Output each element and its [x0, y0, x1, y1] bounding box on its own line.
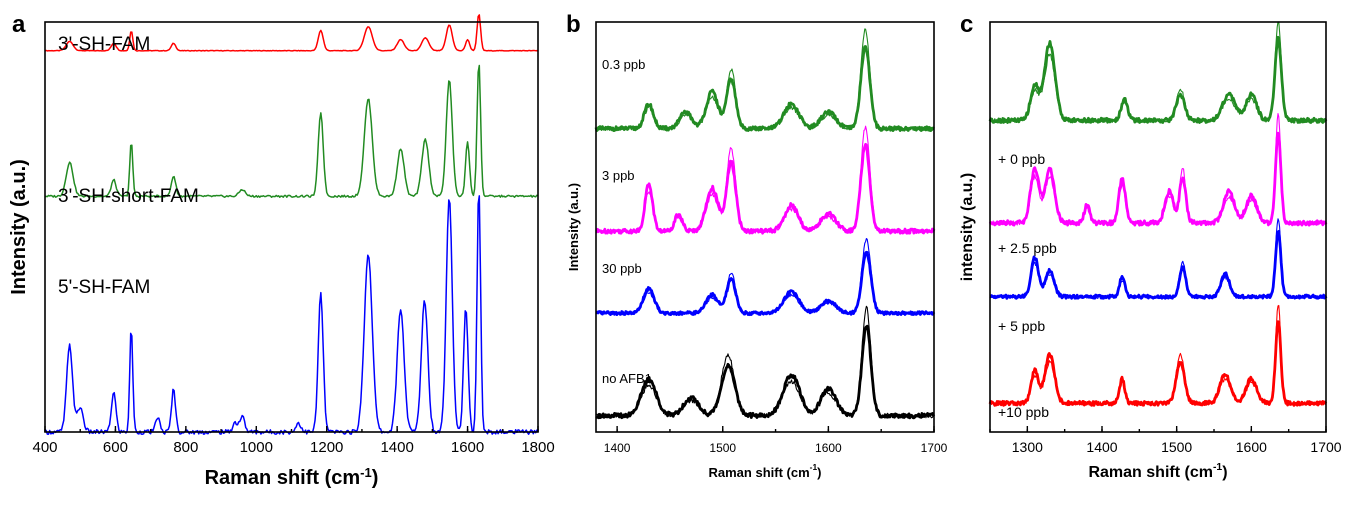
series-b-3-replicate: [595, 305, 935, 419]
x-tick-label: 1400: [1086, 439, 1117, 455]
series-b-2: [595, 250, 936, 317]
series-a-0: [44, 14, 539, 52]
x-tick-label: 1200: [310, 439, 343, 456]
x-axis-title-c: Raman shift (cm-1): [1088, 462, 1227, 481]
series-label: 3'-SH-short-FAM: [58, 186, 199, 207]
series-b-0-replicate: [595, 28, 935, 132]
y-axis-title-b: Intensity (a.u.): [566, 183, 581, 271]
series-label: + 0 ppb: [998, 151, 1045, 167]
series-label: 3 ppb: [602, 168, 635, 183]
x-tick-label: 800: [173, 439, 198, 456]
x-tick-label: 1800: [521, 439, 554, 456]
x-tick-label: 1600: [815, 441, 842, 455]
x-tick-label: 1500: [1161, 439, 1192, 455]
x-tick-label: 1000: [240, 439, 273, 456]
plot-frame-a: [44, 21, 539, 433]
series-b-1: [595, 142, 936, 235]
series-label: 30 ppb: [602, 261, 642, 276]
series-a-1: [44, 64, 539, 198]
series-c-2-replicate: [989, 218, 1327, 299]
series-c-0-replicate: [989, 21, 1327, 124]
y-axis-title-c: intensity (a.u.): [959, 173, 976, 281]
series-b-0: [594, 45, 936, 133]
panel-label-c: c: [960, 11, 973, 38]
panel-c: c + 0 ppb + 2.5 ppb + 5 ppb +10 ppb 1300 1400 1…: [959, 11, 1342, 481]
x-tick-label: 1700: [1310, 439, 1341, 455]
x-tick-label: 1300: [1012, 439, 1043, 455]
x-tick-label: 1600: [451, 439, 484, 456]
series-label: 3'-SH-FAM: [58, 34, 150, 55]
panel-b: b 0.3 ppb 3 ppb 30 ppb no AFB1 1400 1500 1600 17…: [566, 11, 948, 480]
plot-frame-c: [989, 21, 1327, 433]
x-axis-title-a: Raman shift (cm-1): [205, 465, 379, 489]
panel-label-a: a: [12, 11, 26, 38]
x-tick-label: 1500: [709, 441, 736, 455]
x-tick-label: 600: [103, 439, 128, 456]
series-label: + 5 ppb: [998, 318, 1045, 334]
panel-a: a 3'-SH-FAM 3'-SH-short-FAM 5'-SH-FAM 400 600…: [8, 11, 555, 489]
panel-label-b: b: [566, 11, 581, 38]
series-c-1-replicate: [989, 113, 1327, 226]
series-c-3-replicate: [989, 304, 1327, 406]
x-tick-label: 1400: [380, 439, 413, 456]
series-b-2-replicate: [595, 238, 935, 316]
series-b-1-replicate: [595, 125, 935, 234]
series-a-2: [44, 195, 539, 435]
series-label: no AFB1: [602, 371, 652, 386]
plot-frame-b: [595, 21, 935, 433]
series-label: 0.3 ppb: [602, 57, 645, 72]
series-c-1: [988, 131, 1328, 227]
series-label: +10 ppb: [998, 404, 1049, 420]
x-axis-title-b: Raman shift (cm-1): [709, 462, 822, 480]
series-label: + 2.5 ppb: [998, 240, 1057, 256]
x-tick-label: 1700: [921, 441, 948, 455]
series-label: 5'-SH-FAM: [58, 277, 150, 298]
x-tick-label: 400: [32, 439, 57, 456]
y-axis-title-a: Intensity (a.u.): [8, 159, 30, 295]
x-tick-label: 1400: [604, 441, 631, 455]
x-tick-label: 1600: [1236, 439, 1267, 455]
